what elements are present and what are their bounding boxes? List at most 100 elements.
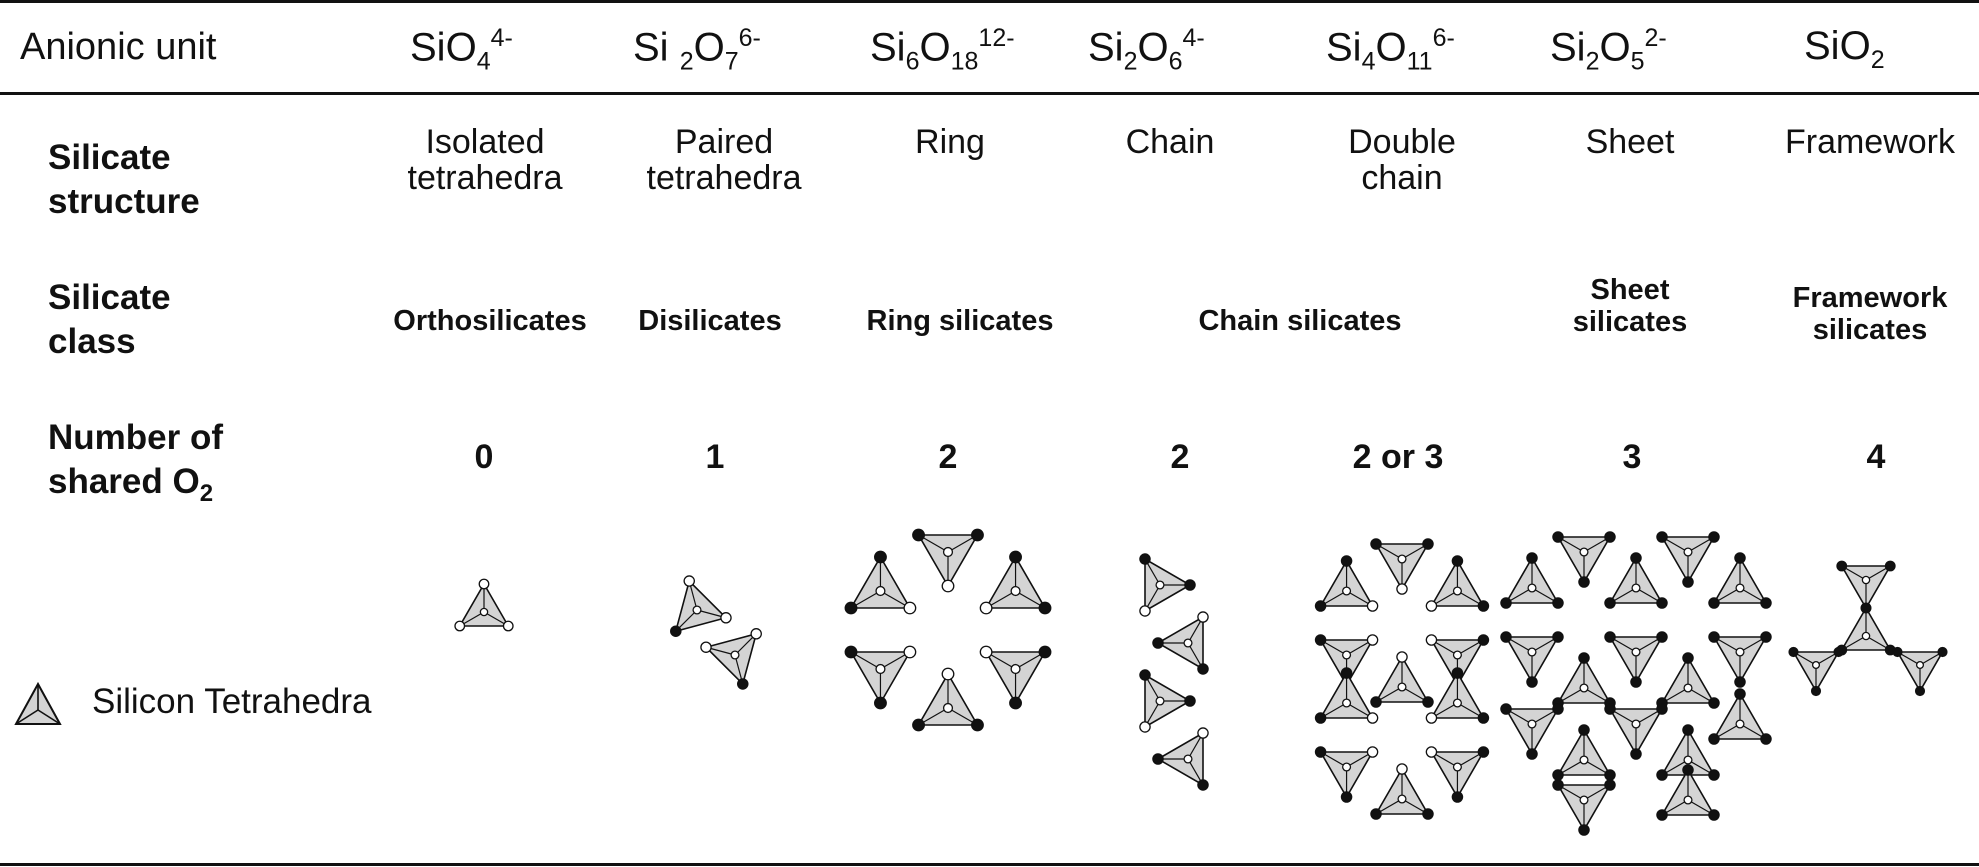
structure-sheet: Sheet [1585,123,1675,161]
double-chain-tetrahedron-oxygen [1425,746,1438,758]
silicate-structure-label: Silicate structure [48,138,200,221]
double-chain-tetrahedron-oxygen [1396,651,1408,663]
chain-tetrahedron-oxygen [1152,637,1164,649]
shared-count-ortho: 0 [474,438,494,476]
framework-tetrahedron-right-center [1915,660,1925,670]
paired-tetrahedron-a-center [692,605,702,615]
framework-tetrahedron-left-oxygen [1833,646,1844,658]
class-sheet-silicates: Sheet silicates [1572,274,1688,338]
structure-ring: Ring [915,123,985,161]
sheet-tetrahedron-oxygen [1682,724,1694,736]
framework-tetrahedron-right-oxygen [1937,646,1948,658]
sheet-tetrahedron-oxygen [1552,597,1564,609]
sheet-tetrahedron-oxygen [1552,769,1564,781]
double-chain-tetrahedron-oxygen [1477,634,1490,646]
double-chain-tetrahedron-oxygen [1314,712,1327,724]
shared-count-sheet: 3 [1622,438,1642,476]
ring-tetrahedron-oxygen [941,667,955,681]
isolated-tetrahedron-oxygen [454,620,466,632]
double-chain-tetrahedron-oxygen [1477,712,1490,724]
ring-tetrahedron-oxygen [971,718,984,732]
sheet-tetrahedron-center [1527,583,1537,593]
chain-tetrahedron-oxygen [1184,695,1196,707]
sheet-tetrahedron-center [1683,755,1693,765]
double-chain-tetrahedron-oxygen [1340,667,1353,679]
sheet-tetrahedron-oxygen [1578,724,1590,736]
shared-count-double-chain: 2 or 3 [1352,438,1444,476]
ring-tetrahedron-oxygen [874,550,887,564]
chain-tetrahedron-oxygen [1139,553,1151,565]
sheet-tetrahedron-oxygen [1604,631,1616,643]
sheet-tetrahedron-center [1683,547,1693,557]
paired-tetrahedron-b-center [730,650,740,660]
formula-si4o11: Si4O116- [1326,24,1455,76]
double-chain-tetrahedron-center [1452,698,1462,708]
formula-sio4: SiO44- [410,24,513,76]
framework-tetrahedron-top-oxygen [1836,560,1848,572]
sheet-tetrahedron-oxygen [1578,824,1590,836]
sheet-tetrahedron-oxygen [1552,703,1564,715]
sheet-tetrahedron-oxygen [1734,676,1746,688]
sheet-tetrahedron-oxygen [1630,676,1642,688]
double-chain-tetrahedron-oxygen [1340,555,1353,567]
double-chain-tetrahedron-center [1342,698,1352,708]
double-chain-tetrahedron-center [1342,762,1352,772]
double-chain-tetrahedron-center [1397,682,1407,692]
sheet-tetrahedron-oxygen [1552,531,1564,543]
formula-si2o6: Si2O64- [1088,24,1205,76]
structure-double-chain: Double chain [1348,123,1456,197]
double-chain-tetrahedron-oxygen [1422,808,1434,820]
chain-tetrahedron-oxygen [1197,611,1209,623]
double-chain-tetrahedron-oxygen [1370,538,1382,550]
framework-tetrahedron-right-oxygen [1892,646,1903,658]
sheet-tetrahedron-oxygen [1708,597,1720,609]
double-chain-tetrahedron-oxygen [1477,746,1490,758]
double-chain-tetrahedron-center [1397,794,1407,804]
sheet-tetrahedron-center [1579,795,1589,805]
chain-tetrahedron-center [1183,638,1193,648]
class-framework-silicates: Framework silicates [1792,282,1948,346]
double-chain-tetrahedron-oxygen [1340,791,1353,803]
sheet-tetrahedron-oxygen [1734,552,1746,564]
ring-tetrahedron-oxygen [979,645,993,659]
framework-tetrahedron-center-center [1861,631,1871,641]
sheet-tetrahedron-center [1631,647,1641,657]
structure-isolated: Isolated tetrahedra [407,123,563,197]
legend-tetrahedron-edge [15,709,39,725]
ring-tetrahedron-center [875,663,886,675]
chain-tetrahedron-oxygen [1197,727,1209,739]
double-chain-tetrahedron-oxygen [1370,808,1382,820]
paired-tetrahedron-b-oxygen [737,678,749,690]
sheet-tetrahedron-oxygen [1578,576,1590,588]
shared-count-ring: 2 [938,438,958,476]
shared-oxygen-label: Number of shared O2 [48,418,223,507]
sheet-tetrahedron-center [1579,547,1589,557]
shared-count-chain: 2 [1170,438,1190,476]
double-chain-tetrahedron-oxygen [1314,746,1327,758]
formula-si2o5: Si2O52- [1550,24,1667,76]
double-chain-tetrahedron-center [1452,762,1462,772]
sheet-tetrahedron-oxygen [1708,769,1720,781]
double-chain-tetrahedron-oxygen [1366,746,1379,758]
double-chain-tetrahedron-oxygen [1366,712,1379,724]
paired-tetrahedron-a-oxygen [670,625,682,637]
sheet-tetrahedron-oxygen [1500,597,1512,609]
paired-tetrahedron-b-oxygen [750,628,762,640]
double-chain-tetrahedron-oxygen [1422,538,1434,550]
double-chain-tetrahedron-oxygen [1314,600,1327,612]
sheet-tetrahedron-center [1735,583,1745,593]
chain-tetrahedron-center [1183,754,1193,764]
chain-tetrahedron-oxygen [1139,605,1151,617]
sheet-tetrahedron-oxygen [1656,531,1668,543]
sheet-tetrahedron-oxygen [1526,748,1538,760]
structure-chain: Chain [1125,123,1215,161]
bottom-rule [0,863,1979,866]
ring-tetrahedron-oxygen [912,718,925,732]
chain-tetrahedron-oxygen [1184,579,1196,591]
ring-tetrahedron-center [875,585,886,597]
sheet-tetrahedron-oxygen [1526,552,1538,564]
sheet-tetrahedron-oxygen [1500,703,1512,715]
double-chain-tetrahedron-oxygen [1451,791,1464,803]
paired-tetrahedron-b-oxygen [700,641,712,653]
